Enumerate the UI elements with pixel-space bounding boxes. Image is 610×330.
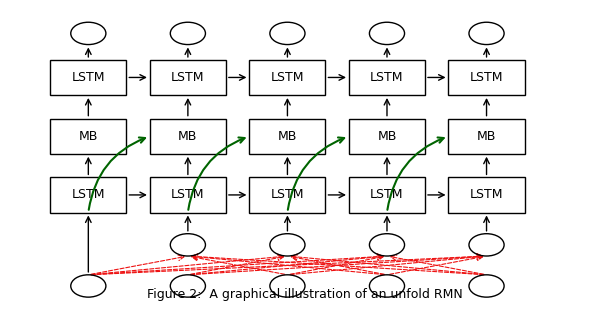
Text: MB: MB	[477, 130, 496, 143]
FancyBboxPatch shape	[448, 177, 525, 213]
Text: LSTM: LSTM	[271, 188, 304, 201]
Text: LSTM: LSTM	[71, 188, 105, 201]
FancyBboxPatch shape	[349, 118, 425, 154]
Text: LSTM: LSTM	[71, 71, 105, 84]
FancyBboxPatch shape	[249, 60, 326, 95]
Text: LSTM: LSTM	[370, 188, 404, 201]
Text: MB: MB	[79, 130, 98, 143]
FancyBboxPatch shape	[249, 118, 326, 154]
Text: MB: MB	[278, 130, 297, 143]
FancyBboxPatch shape	[150, 60, 226, 95]
Text: LSTM: LSTM	[271, 71, 304, 84]
Text: LSTM: LSTM	[171, 188, 204, 201]
FancyBboxPatch shape	[448, 60, 525, 95]
FancyBboxPatch shape	[50, 177, 126, 213]
FancyBboxPatch shape	[448, 118, 525, 154]
FancyBboxPatch shape	[349, 177, 425, 213]
Text: MB: MB	[178, 130, 198, 143]
Text: LSTM: LSTM	[470, 71, 503, 84]
Text: LSTM: LSTM	[370, 71, 404, 84]
FancyBboxPatch shape	[50, 60, 126, 95]
Text: LSTM: LSTM	[470, 188, 503, 201]
FancyBboxPatch shape	[50, 118, 126, 154]
FancyBboxPatch shape	[249, 177, 326, 213]
FancyBboxPatch shape	[349, 60, 425, 95]
Text: Figure 2:  A graphical illustration of an unfold RMN: Figure 2: A graphical illustration of an…	[147, 288, 463, 301]
FancyBboxPatch shape	[150, 118, 226, 154]
FancyBboxPatch shape	[150, 177, 226, 213]
Text: MB: MB	[378, 130, 396, 143]
Text: LSTM: LSTM	[171, 71, 204, 84]
